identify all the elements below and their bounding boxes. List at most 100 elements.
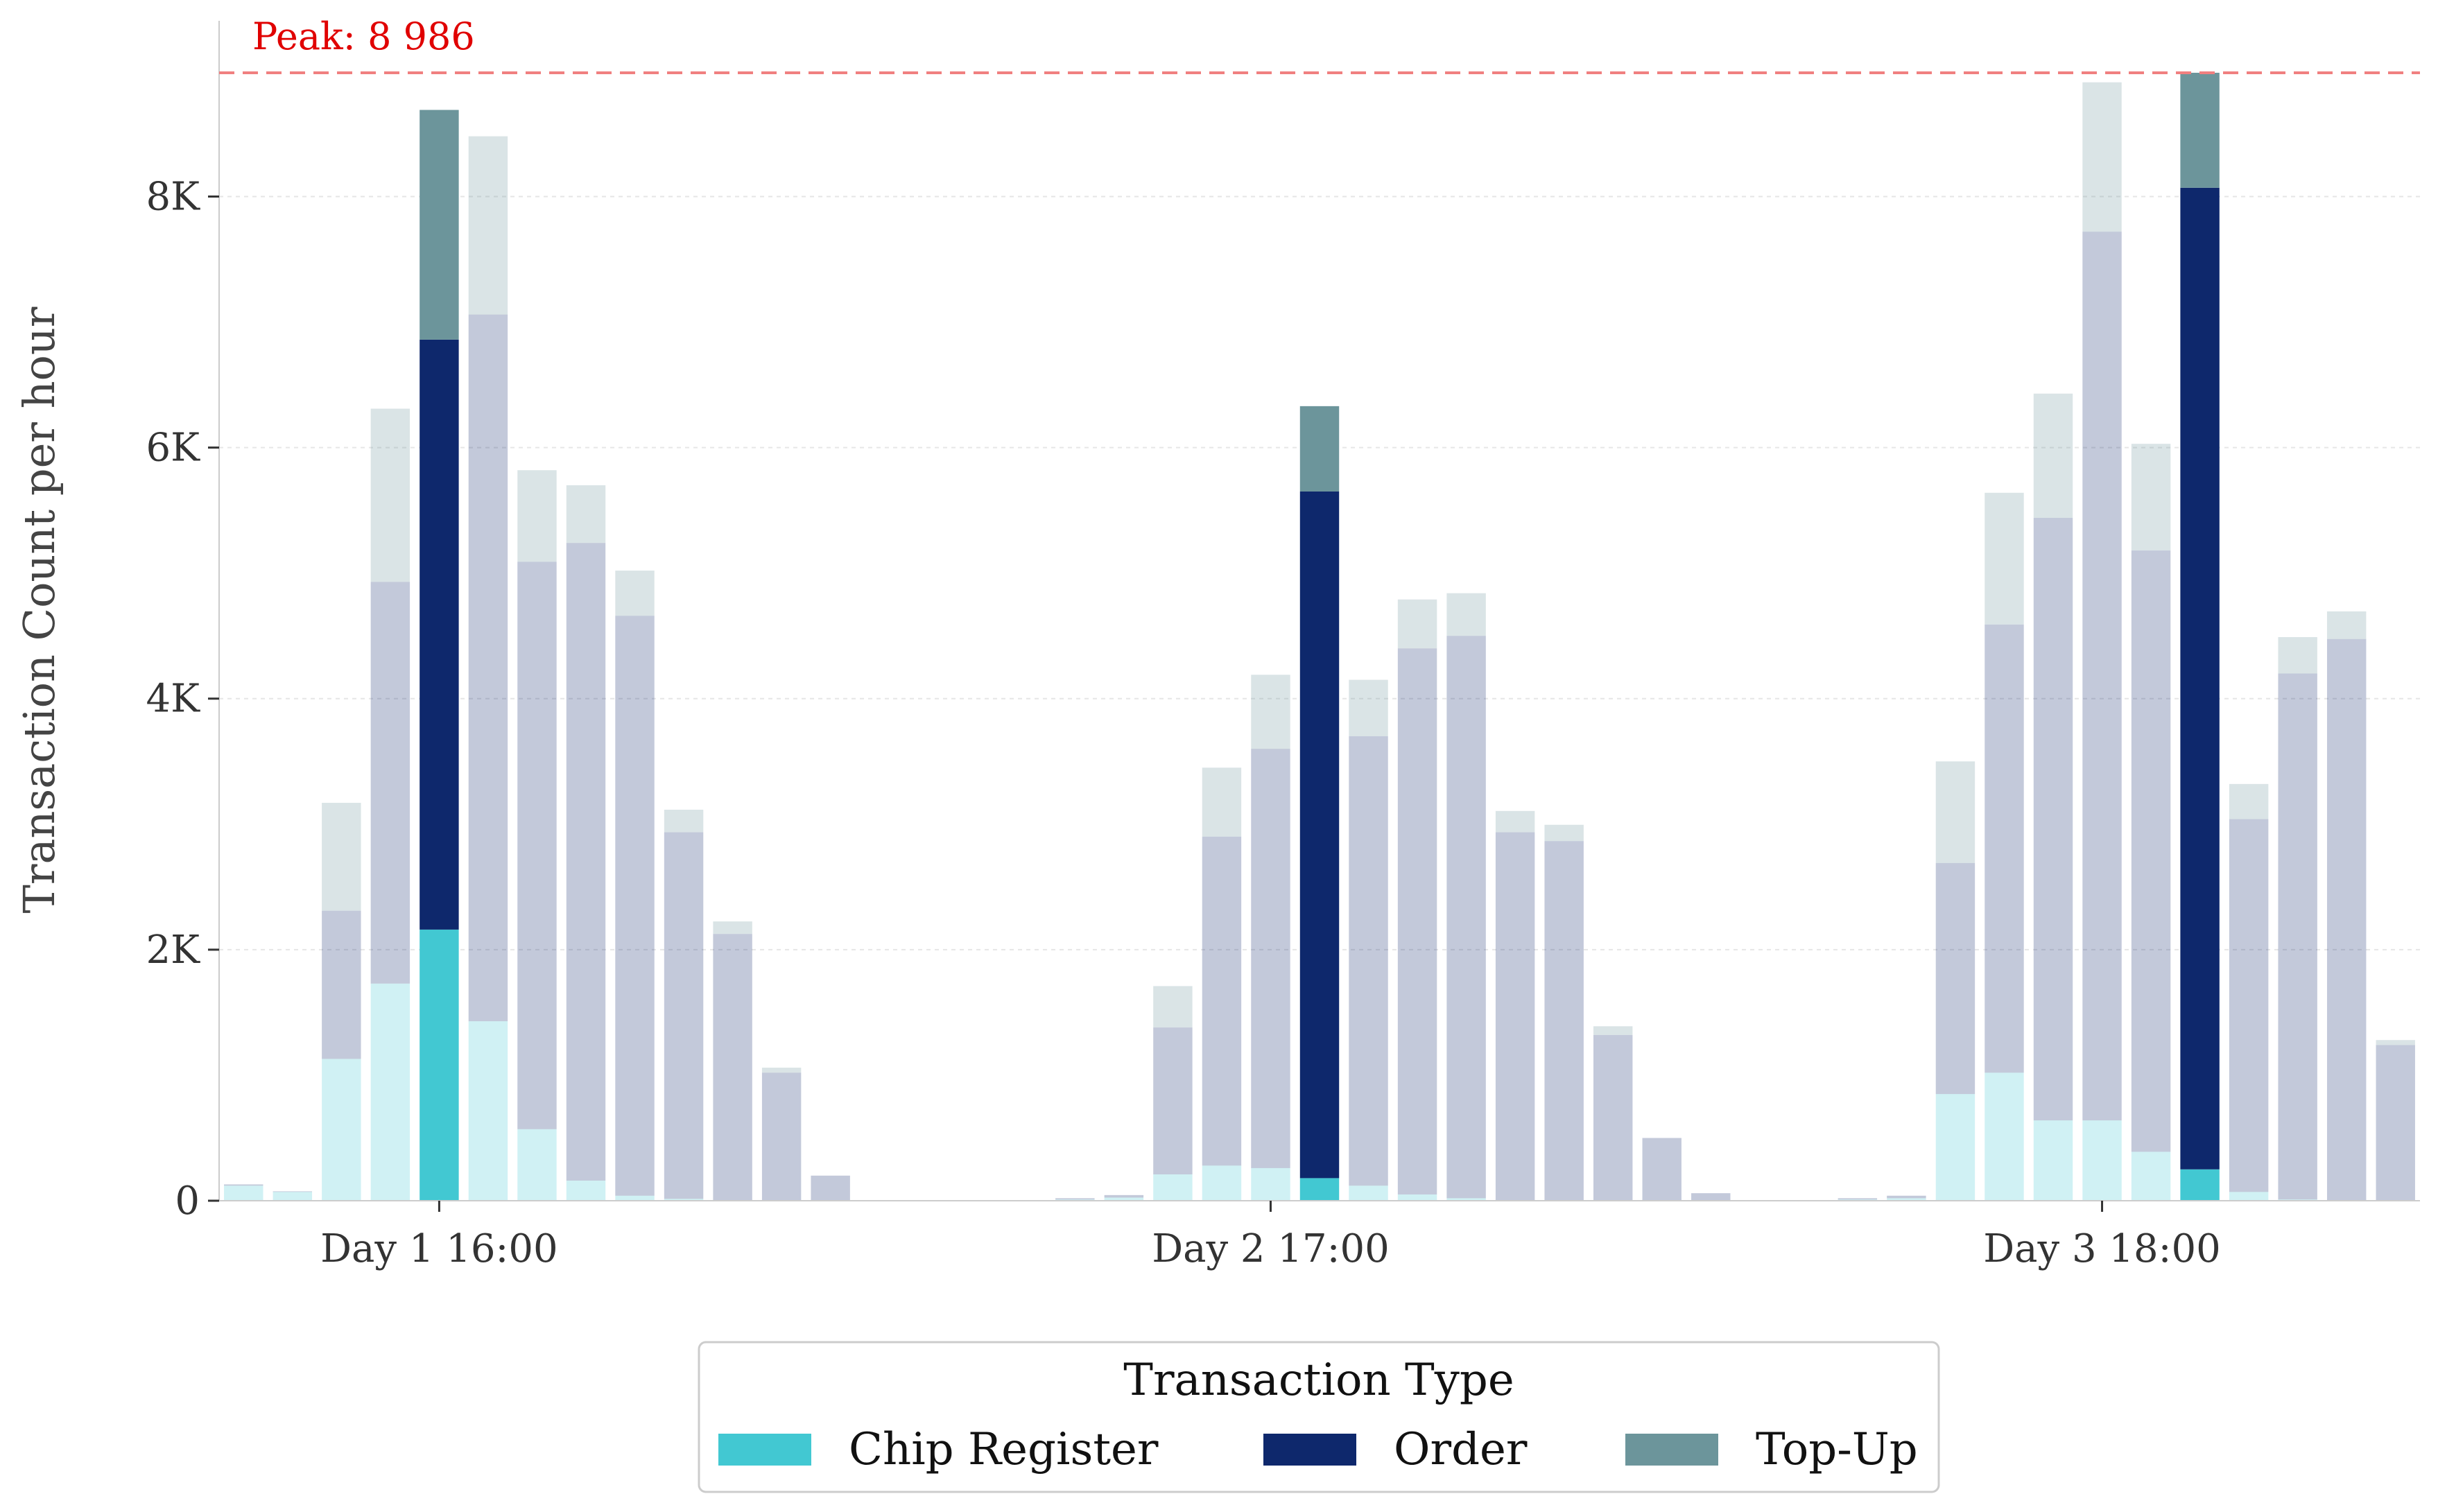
bar-segment-chip <box>273 1192 313 1201</box>
bar-segment-chip <box>1299 1178 1340 1201</box>
bar-stack <box>224 1184 263 1201</box>
bar-segment-topup <box>2082 82 2122 232</box>
bar-segment-chip <box>1397 1194 1437 1201</box>
bar-segment-order <box>2033 518 2073 1121</box>
bar-segment-order <box>224 1184 263 1186</box>
bar-stack <box>1985 492 2024 1201</box>
bar-segment-topup <box>1349 679 1388 737</box>
bar-segment-order <box>2131 550 2171 1152</box>
bar-stack <box>322 803 361 1201</box>
x-ticks: Day 1 16:00 Day 2 17:00 Day 3 18:00 <box>320 1201 2221 1271</box>
bar-segment-chip <box>2180 1169 2220 1201</box>
bar-stack <box>2180 72 2220 1201</box>
bar-stack <box>1299 406 1340 1201</box>
y-ticks: 0 2K 4K 6K 8K <box>146 174 219 1224</box>
bar-stack <box>1349 679 1388 1201</box>
bar-segment-topup <box>664 809 704 833</box>
bar-segment-topup <box>1153 986 1193 1028</box>
bar-segment-chip <box>322 1059 361 1201</box>
bar-stack <box>420 110 459 1201</box>
bar-segment-chip <box>1446 1198 1486 1201</box>
bar-segment-topup <box>713 921 752 935</box>
bar-segment-topup <box>2326 611 2367 639</box>
bar-stack <box>273 1191 313 1201</box>
bar-segment-order <box>1985 624 2024 1073</box>
y-axis-title: Transaction Count per hour <box>14 306 64 913</box>
bar-segment-order <box>1691 1193 1731 1201</box>
bar-segment-order <box>1153 1027 1193 1174</box>
bar-segment-chip <box>566 1181 606 1201</box>
legend-label: Chip Register <box>849 1424 1159 1475</box>
bar-segment-order <box>1299 491 1340 1179</box>
bar-segment-order <box>1446 636 1486 1199</box>
bar-segment-order <box>1642 1138 1681 1201</box>
bar-segment-order <box>2376 1045 2415 1201</box>
bar-stack <box>1691 1193 1731 1201</box>
bar-stack <box>2033 393 2073 1201</box>
bar-segment-chip <box>1349 1185 1388 1201</box>
bar-segment-order <box>2082 232 2122 1121</box>
bar-segment-chip <box>1153 1174 1193 1201</box>
bar-segment-chip <box>2033 1120 2073 1201</box>
legend-swatch <box>1263 1434 1356 1466</box>
bar-segment-order <box>1397 648 1437 1194</box>
bar-segment-chip <box>224 1185 263 1201</box>
bar-stack <box>468 136 508 1201</box>
bar-segment-order <box>420 339 459 930</box>
bar-segment-topup <box>2131 444 2171 551</box>
legend-label: Order <box>1394 1424 1528 1475</box>
bar-segment-topup <box>2033 393 2073 519</box>
bar-segment-chip <box>1104 1197 1144 1201</box>
bar-segment-topup <box>1495 810 1535 833</box>
bar-segment-topup <box>761 1068 802 1073</box>
legend-title: Transaction Type <box>1123 1355 1514 1406</box>
bar-segment-topup <box>2180 72 2220 188</box>
bar-segment-order <box>1495 832 1535 1201</box>
bar-segment-order <box>1202 836 1242 1166</box>
bar-segment-order <box>615 616 655 1196</box>
bar-segment-topup <box>468 136 508 315</box>
bar-segment-chip <box>2229 1192 2269 1201</box>
bar-stack <box>1935 761 1976 1201</box>
bar-segment-chip <box>468 1021 508 1201</box>
bar-segment-chip <box>1887 1198 1926 1201</box>
bar-segment-topup <box>1299 406 1340 492</box>
bar-segment-order <box>761 1072 802 1201</box>
y-tick-label: 2K <box>146 928 201 973</box>
bar-stack <box>664 809 704 1201</box>
bar-segment-order <box>322 910 361 1059</box>
bar-segment-chip <box>664 1199 704 1201</box>
bar-segment-chip <box>517 1129 557 1201</box>
legend-label: Top-Up <box>1756 1424 1918 1475</box>
x-tick-label: Day 3 18:00 <box>1983 1226 2221 1271</box>
bar-segment-chip <box>370 983 410 1201</box>
bar-segment-topup <box>517 470 557 562</box>
peak-label: Peak: 8 986 <box>252 15 475 58</box>
bar-segment-topup <box>2376 1040 2415 1045</box>
bar-segment-topup <box>1446 593 1486 636</box>
bar-stack <box>811 1175 850 1201</box>
bar-segment-order <box>664 832 704 1199</box>
bar-stack <box>2326 611 2367 1201</box>
legend-swatch <box>1625 1434 1718 1466</box>
legend-item-chip: Chip Register <box>718 1424 1159 1475</box>
legend-item-topup: Top-Up <box>1625 1424 1918 1475</box>
bar-stack <box>1887 1195 1926 1201</box>
bar-segment-topup <box>1544 824 1584 842</box>
bar-segment-order <box>517 562 557 1129</box>
bar-stack <box>1104 1194 1144 1201</box>
legend-item-order: Order <box>1263 1424 1528 1475</box>
bar-segment-topup <box>1935 761 1976 863</box>
bar-segment-topup <box>420 110 459 340</box>
bar-segment-topup <box>1985 492 2024 625</box>
bar-segment-order <box>370 582 410 984</box>
bar-series <box>224 72 2415 1201</box>
bar-segment-chip <box>1251 1167 1290 1201</box>
bar-segment-order <box>2326 638 2367 1201</box>
bar-segment-topup <box>2278 637 2317 674</box>
legend: Transaction Type Chip Register Order Top-U… <box>698 1341 1940 1493</box>
y-tick-label: 6K <box>146 426 201 471</box>
bar-segment-topup <box>615 571 655 616</box>
bar-segment-order <box>811 1175 850 1201</box>
